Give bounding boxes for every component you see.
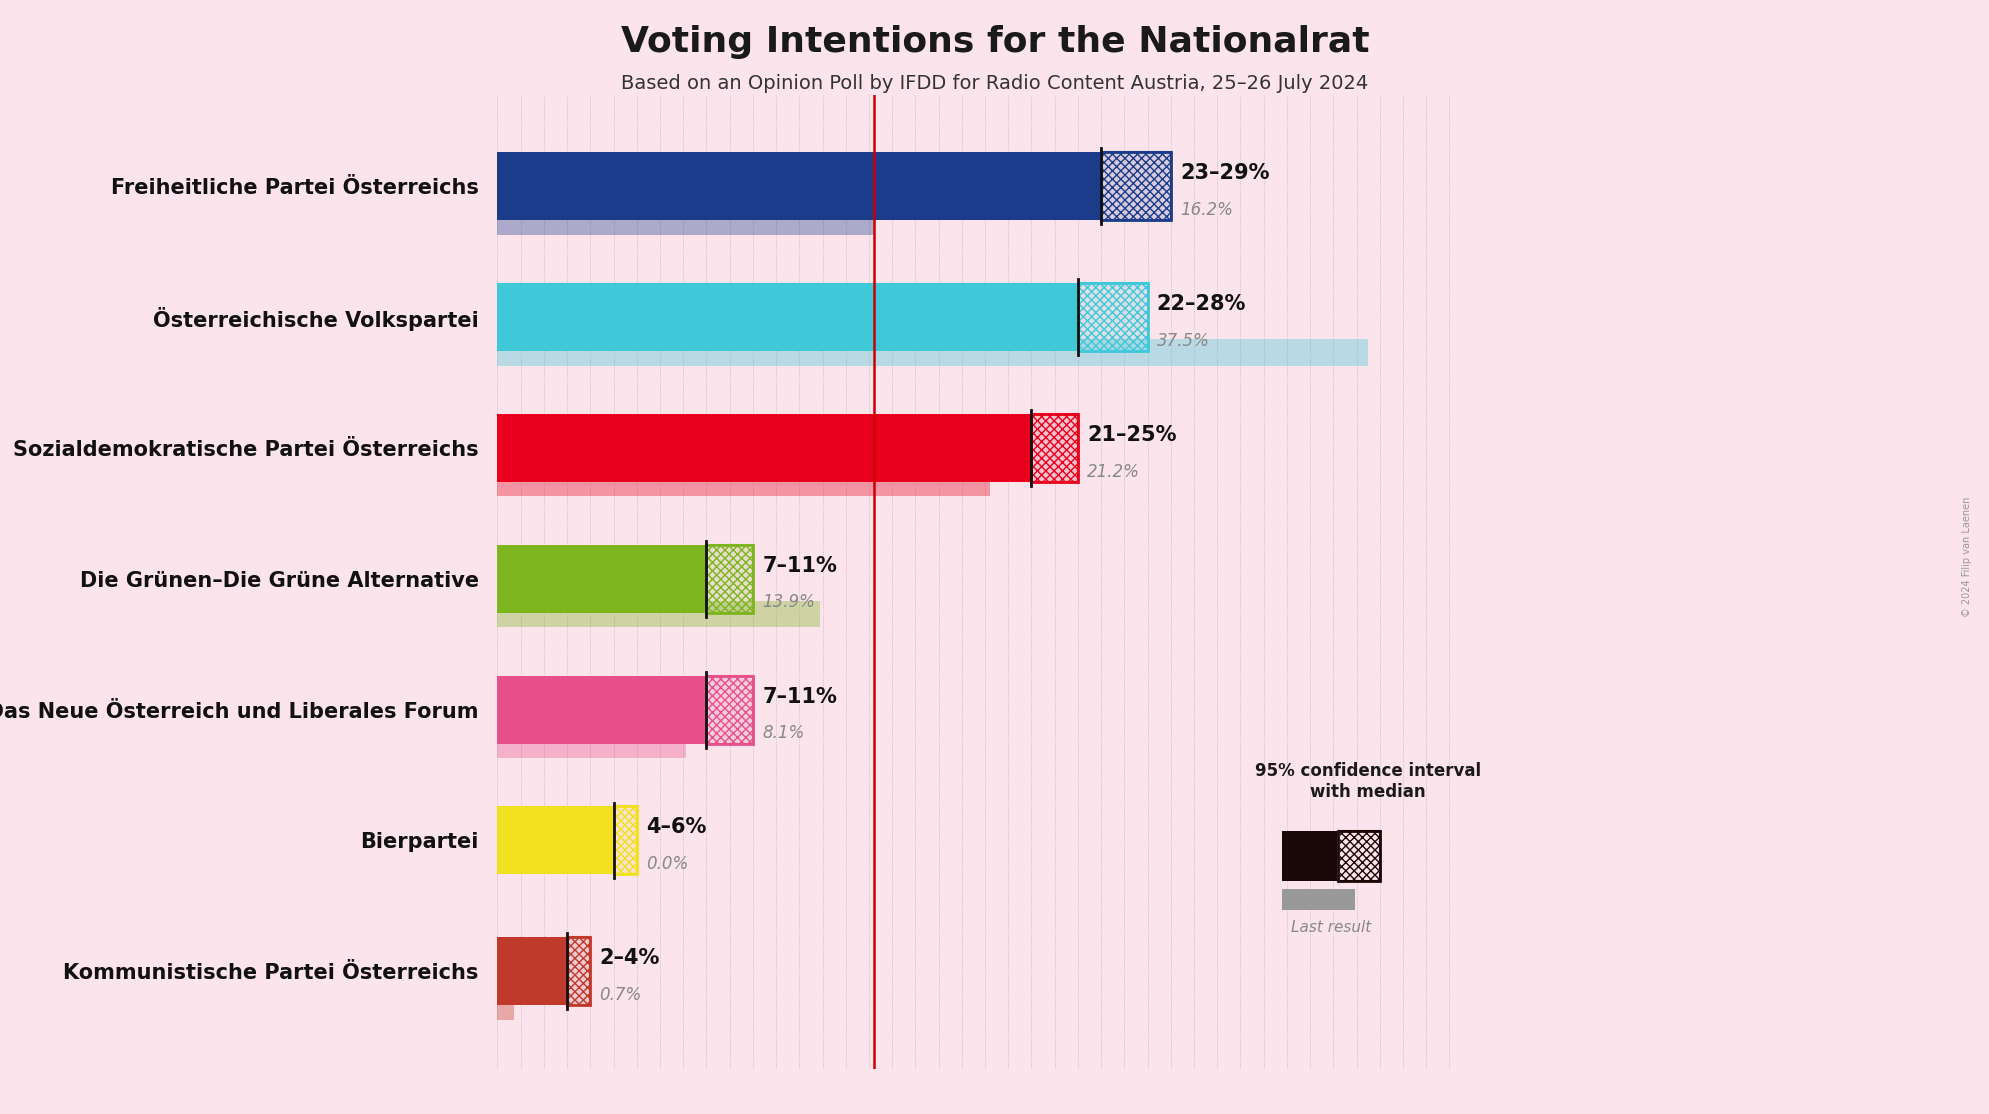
- Text: 21–25%: 21–25%: [1086, 424, 1175, 444]
- Bar: [1030, 414, 1078, 482]
- Bar: [1078, 283, 1148, 351]
- Text: 0.0%: 0.0%: [646, 856, 688, 873]
- Bar: [706, 675, 752, 744]
- Text: 13.9%: 13.9%: [762, 594, 815, 612]
- Text: 95% confidence interval
with median: 95% confidence interval with median: [1255, 762, 1480, 801]
- Text: 21.2%: 21.2%: [1086, 462, 1140, 480]
- Text: Based on an Opinion Poll by IFDD for Radio Content Austria, 25–26 July 2024: Based on an Opinion Poll by IFDD for Rad…: [621, 74, 1368, 92]
- Bar: [1030, 414, 1078, 482]
- Bar: [1281, 831, 1337, 881]
- Bar: [497, 994, 513, 1019]
- Bar: [1078, 283, 1148, 351]
- Bar: [1100, 153, 1170, 221]
- Bar: [497, 675, 706, 744]
- Bar: [706, 545, 752, 613]
- Text: © 2024 Filip van Laenen: © 2024 Filip van Laenen: [1961, 497, 1971, 617]
- Bar: [613, 807, 636, 874]
- Bar: [497, 153, 1100, 221]
- Bar: [1337, 831, 1378, 881]
- Bar: [1337, 831, 1378, 881]
- Bar: [497, 545, 706, 613]
- Bar: [497, 208, 873, 235]
- Bar: [1078, 283, 1148, 351]
- Bar: [497, 470, 989, 497]
- Text: 0.7%: 0.7%: [599, 986, 642, 1004]
- Bar: [613, 807, 636, 874]
- Text: 37.5%: 37.5%: [1156, 332, 1209, 350]
- Bar: [1100, 153, 1170, 221]
- Bar: [497, 283, 1078, 351]
- Text: 23–29%: 23–29%: [1179, 163, 1269, 183]
- Text: 4–6%: 4–6%: [646, 818, 706, 838]
- Bar: [567, 937, 591, 1005]
- Text: 22–28%: 22–28%: [1156, 294, 1245, 314]
- Text: 2–4%: 2–4%: [599, 948, 660, 968]
- Bar: [706, 675, 752, 744]
- Bar: [497, 602, 819, 627]
- Bar: [706, 545, 752, 613]
- Bar: [613, 807, 636, 874]
- Text: 8.1%: 8.1%: [762, 724, 804, 742]
- Text: Voting Intentions for the Nationalrat: Voting Intentions for the Nationalrat: [621, 25, 1368, 59]
- Bar: [1281, 889, 1355, 910]
- Text: Last result: Last result: [1291, 920, 1370, 936]
- Bar: [497, 414, 1030, 482]
- Text: 16.2%: 16.2%: [1179, 201, 1233, 218]
- Bar: [706, 545, 752, 613]
- Text: 7–11%: 7–11%: [762, 686, 837, 706]
- Bar: [497, 340, 1368, 365]
- Bar: [497, 732, 684, 758]
- Bar: [567, 937, 591, 1005]
- Bar: [1030, 414, 1078, 482]
- Text: 7–11%: 7–11%: [762, 556, 837, 576]
- Bar: [706, 675, 752, 744]
- Bar: [497, 807, 613, 874]
- Bar: [567, 937, 591, 1005]
- Bar: [1100, 153, 1170, 221]
- Bar: [497, 937, 567, 1005]
